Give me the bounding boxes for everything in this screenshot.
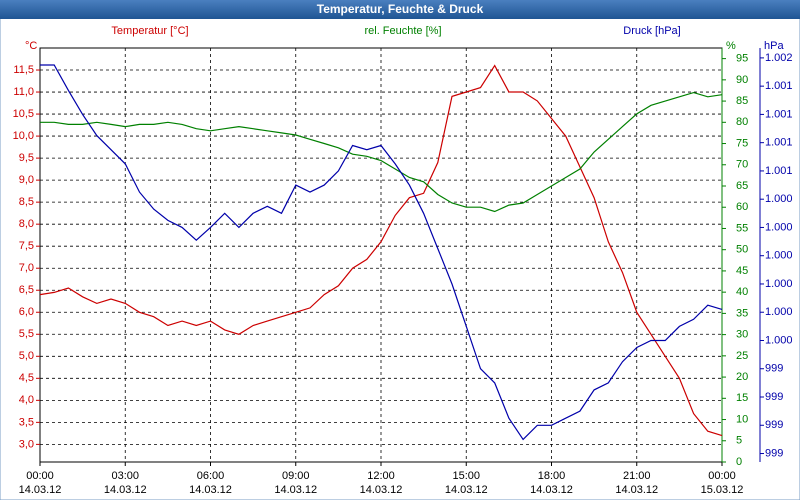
- y2-tick-label: 25: [736, 350, 748, 362]
- x-tick-label: 09:00: [282, 470, 310, 482]
- y3-tick-label: 1.000: [765, 221, 793, 233]
- legend-label: rel. Feuchte [%]: [364, 25, 441, 37]
- y3-tick-label: 1.000: [765, 193, 793, 205]
- y2-tick-label: 85: [736, 95, 748, 107]
- y3-unit: hPa: [764, 40, 784, 52]
- y2-tick-label: 60: [736, 201, 748, 213]
- y-tick-label: 9,0: [19, 174, 34, 186]
- y3-tick-label: 1.000: [765, 306, 793, 318]
- y2-tick-label: 80: [736, 116, 748, 128]
- y3-tick-label: 999: [765, 391, 783, 403]
- x-tick-date: 14.03.12: [445, 484, 488, 496]
- x-tick-label: 21:00: [623, 470, 651, 482]
- y3-tick-label: 1.000: [765, 278, 793, 290]
- y-tick-label: 8,0: [19, 218, 34, 230]
- y-tick-label: 4,0: [19, 394, 34, 406]
- y3-tick-label: 1.000: [765, 250, 793, 262]
- series-line: [40, 64, 723, 441]
- y-tick-label: 9,5: [19, 152, 34, 164]
- series-line: [39, 64, 723, 437]
- x-tick-date: 14.03.12: [104, 484, 147, 496]
- x-tick-date: 14.03.12: [19, 484, 62, 496]
- y3-tick-label: 1.000: [765, 334, 793, 346]
- y-tick-label: 6,5: [19, 284, 34, 296]
- y3-tick-label: 999: [765, 363, 783, 375]
- legend-label: Druck [hPa]: [623, 25, 680, 37]
- y2-tick-label: 70: [736, 159, 748, 171]
- y-tick-label: 11,5: [13, 64, 34, 76]
- x-tick-label: 18:00: [538, 470, 566, 482]
- y2-tick-label: 15: [736, 392, 748, 404]
- y-tick-label: 7,0: [19, 262, 34, 274]
- y2-tick-label: 95: [736, 53, 748, 65]
- y3-tick-label: 1.001: [765, 80, 793, 92]
- y2-tick-label: 55: [736, 222, 748, 234]
- y2-tick-label: 0: [736, 456, 742, 468]
- y3-tick-label: 1.001: [765, 137, 793, 149]
- legend-label: Temperatur [°C]: [111, 25, 188, 37]
- y-tick-label: 11,0: [13, 86, 34, 98]
- y2-tick-label: 5: [736, 435, 742, 447]
- y-tick-label: 10,0: [13, 130, 34, 142]
- y2-tick-label: 30: [736, 329, 748, 341]
- x-tick-date: 14.03.12: [189, 484, 232, 496]
- x-tick-label: 15:00: [452, 470, 480, 482]
- title-bar: [0, 0, 800, 19]
- x-tick-label: 00:00: [26, 470, 54, 482]
- y-unit: °C: [25, 40, 37, 52]
- x-tick-date: 14.03.12: [274, 484, 317, 496]
- y3-tick-label: 1.001: [765, 108, 793, 120]
- y3-tick-label: 1.001: [765, 165, 793, 177]
- y2-unit: %: [726, 40, 736, 52]
- y-tick-label: 3,0: [19, 438, 34, 450]
- y2-tick-label: 40: [736, 286, 748, 298]
- y2-tick-label: 20: [736, 371, 748, 383]
- x-tick-date: 15.03.12: [701, 484, 744, 496]
- y-tick-label: 4,5: [19, 372, 34, 384]
- y2-tick-label: 90: [736, 74, 748, 86]
- y2-tick-label: 45: [736, 265, 748, 277]
- x-tick-label: 00:00: [708, 470, 736, 482]
- y-tick-label: 3,5: [19, 416, 34, 428]
- x-tick-label: 03:00: [111, 470, 139, 482]
- chart-title: Temperatur, Feuchte & Druck: [317, 2, 484, 16]
- y-tick-label: 8,5: [19, 196, 34, 208]
- x-tick-label: 06:00: [197, 470, 225, 482]
- y-tick-label: 7,5: [19, 240, 34, 252]
- y-tick-label: 5,5: [19, 328, 34, 340]
- y-tick-label: 5,0: [19, 350, 34, 362]
- y3-tick-label: 999: [765, 419, 783, 431]
- x-tick-date: 14.03.12: [360, 484, 403, 496]
- y2-tick-label: 65: [736, 180, 748, 192]
- y3-tick-label: 1.002: [765, 52, 793, 64]
- y3-tick-label: 999: [765, 447, 783, 459]
- y2-tick-label: 35: [736, 307, 748, 319]
- x-tick-date: 14.03.12: [530, 484, 573, 496]
- y-tick-label: 6,0: [19, 306, 34, 318]
- x-tick-label: 12:00: [367, 470, 395, 482]
- y2-tick-label: 75: [736, 137, 748, 149]
- y2-tick-label: 50: [736, 244, 748, 256]
- series-line: [40, 91, 723, 213]
- y2-tick-label: 10: [736, 413, 748, 425]
- y-tick-label: 10,5: [13, 108, 34, 120]
- x-tick-date: 14.03.12: [615, 484, 658, 496]
